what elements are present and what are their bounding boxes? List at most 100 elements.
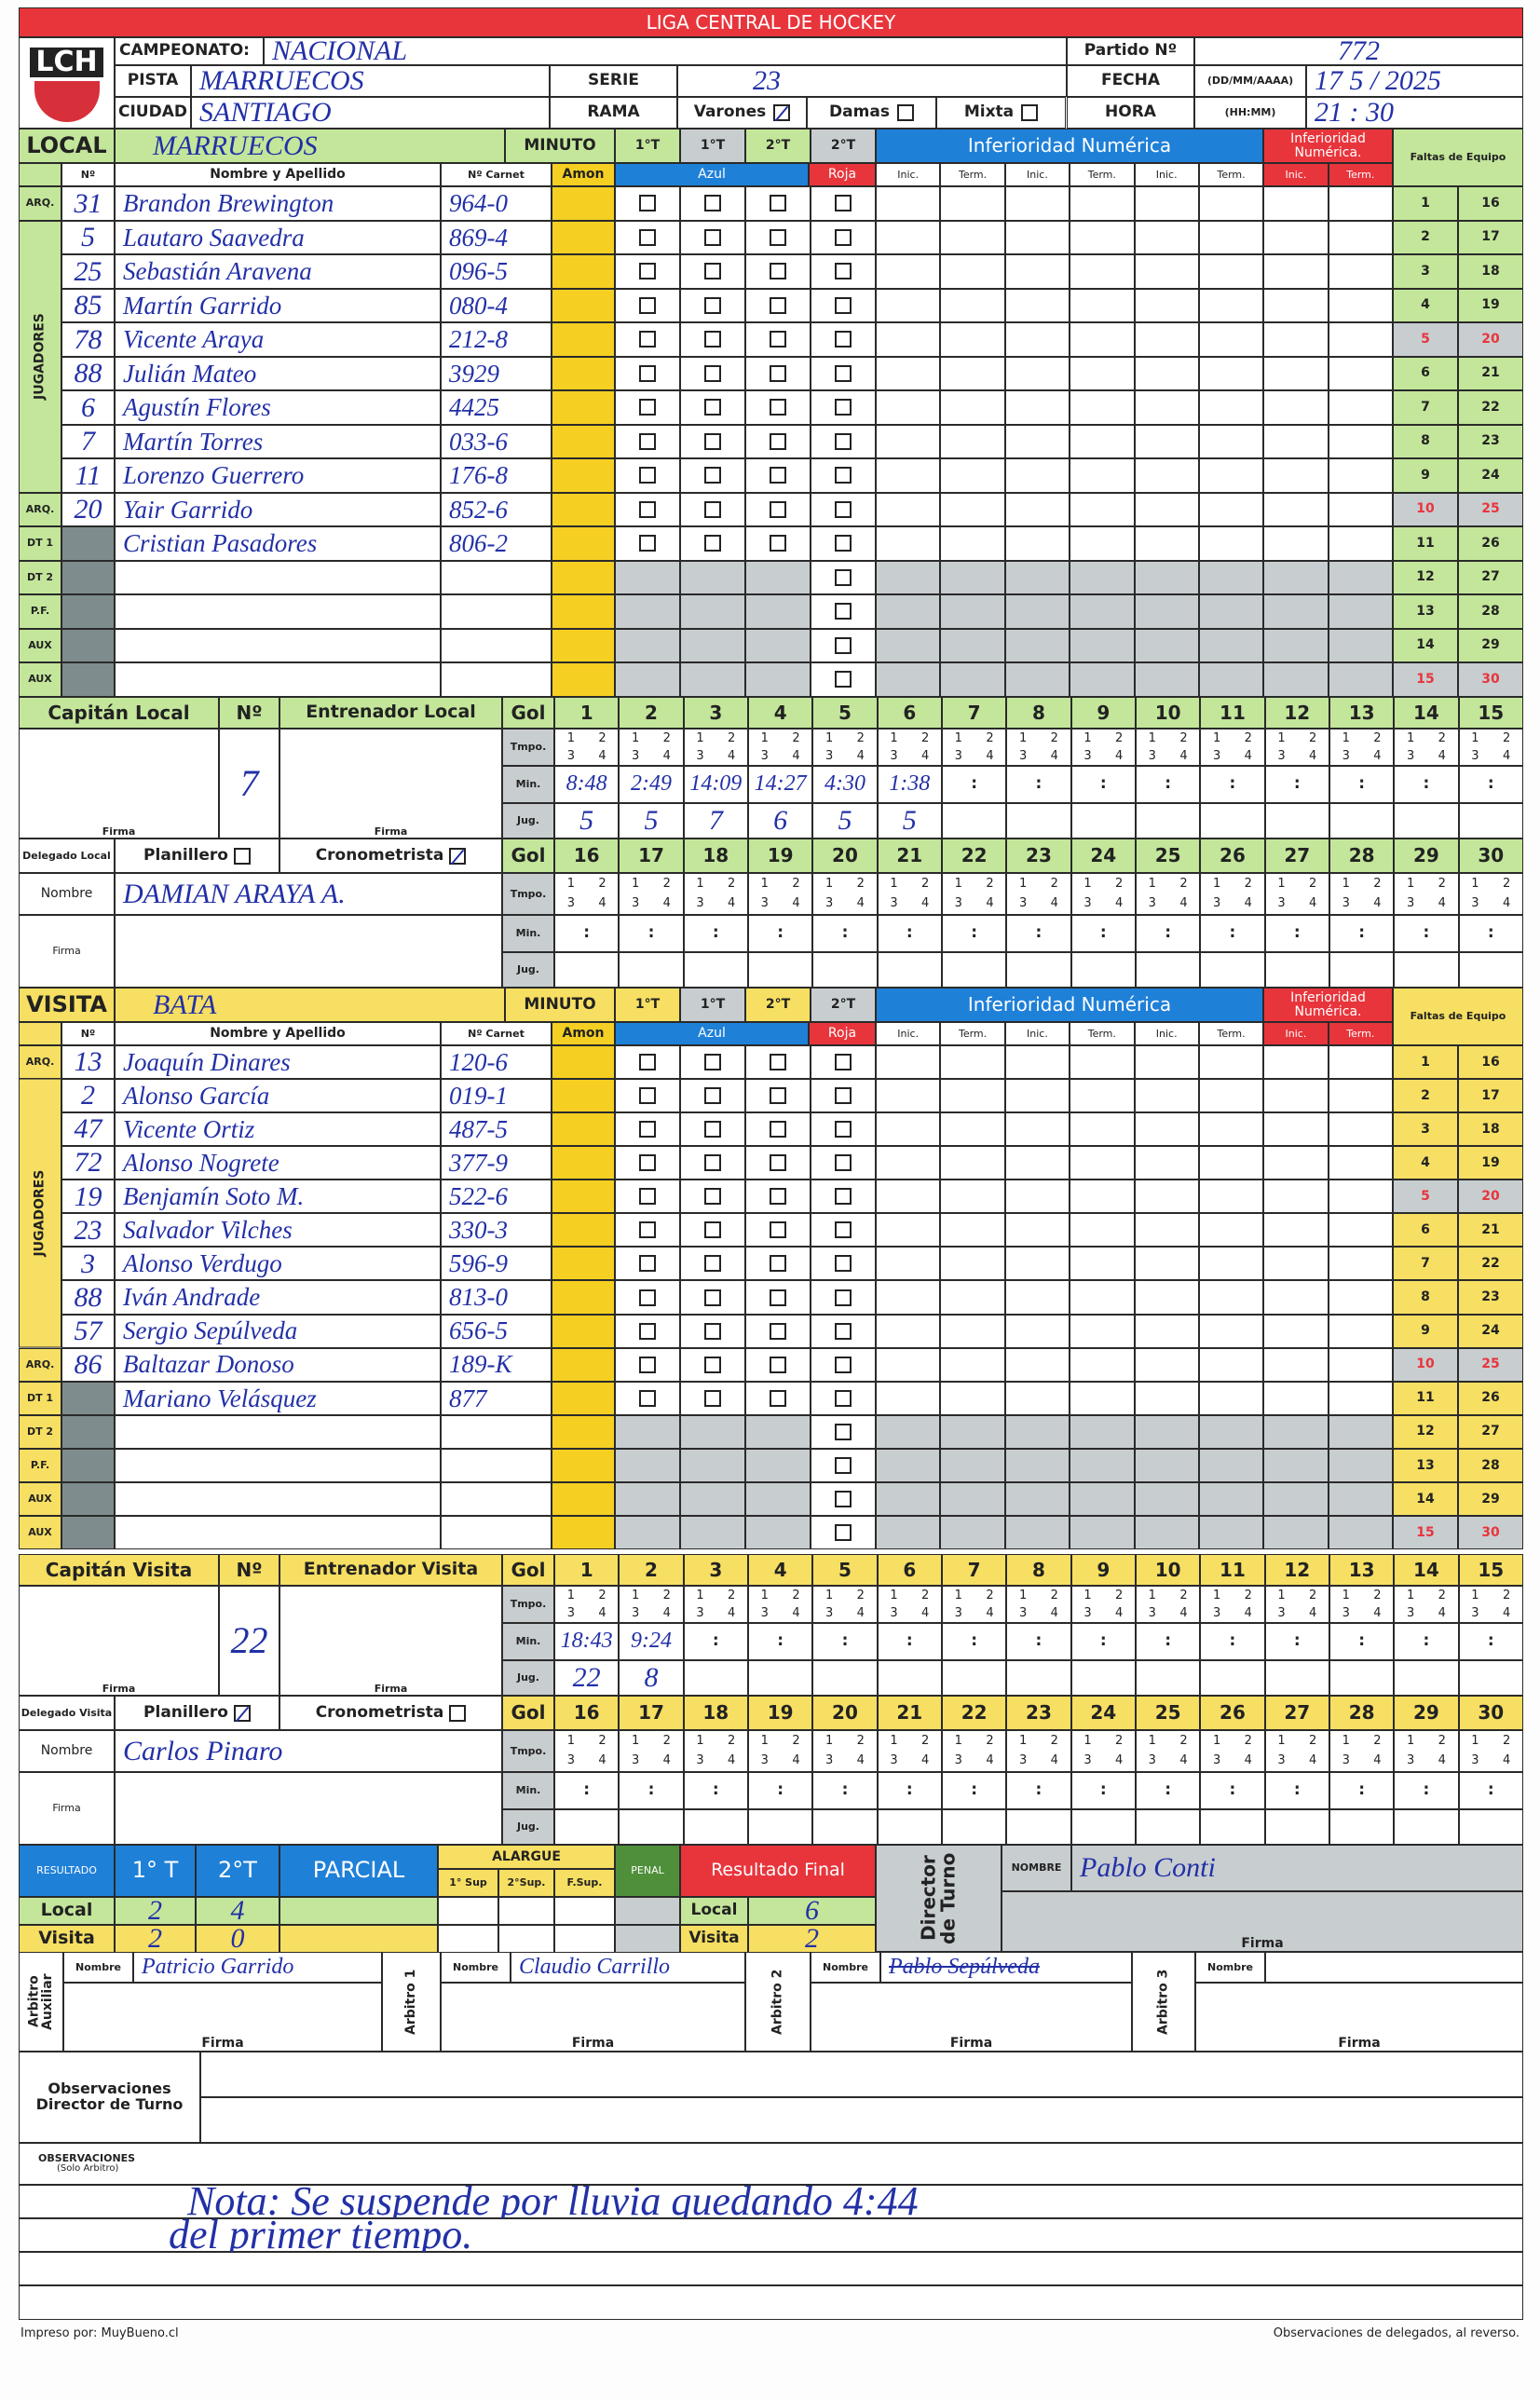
tmpo-cell[interactable]: 1 2 3 4 xyxy=(941,729,1007,766)
azul-checkbox[interactable] xyxy=(704,1389,721,1407)
amon-cell[interactable] xyxy=(552,594,615,629)
azul-checkbox[interactable] xyxy=(770,1356,786,1373)
inferioridad-cell[interactable] xyxy=(940,1448,1005,1482)
azul-checkbox[interactable] xyxy=(770,1087,786,1105)
local-parcial-score[interactable] xyxy=(279,1897,438,1925)
inferioridad-cell[interactable] xyxy=(1263,356,1329,390)
tmpo-cell[interactable]: 1 2 3 4 xyxy=(554,1586,620,1623)
inferioridad-cell[interactable] xyxy=(1263,1045,1329,1080)
roja-checkbox[interactable] xyxy=(835,1188,852,1206)
roja-checkbox[interactable] xyxy=(835,364,852,382)
local-fsup-score[interactable] xyxy=(554,1897,615,1925)
inferioridad-cell[interactable] xyxy=(1004,628,1070,662)
inferioridad-cell[interactable] xyxy=(1070,526,1135,561)
falta-cell[interactable]: 4 xyxy=(1393,1146,1458,1180)
tmpo-cell[interactable]: 1 2 3 4 xyxy=(1135,1586,1201,1623)
goal-player[interactable] xyxy=(1200,952,1265,988)
inferioridad-cell[interactable] xyxy=(940,1481,1005,1516)
inferioridad-cell[interactable] xyxy=(1198,560,1264,594)
falta-cell[interactable]: 3 xyxy=(1393,254,1458,289)
visita-t1-score[interactable]: 2 xyxy=(115,1925,196,1953)
player-name[interactable]: Vicente Ortiz xyxy=(115,1112,441,1147)
inferioridad-cell[interactable] xyxy=(876,1180,941,1214)
player-name[interactable]: Joaquín Dinares xyxy=(115,1045,441,1080)
local-team-name[interactable]: MARRUECOS xyxy=(115,129,505,163)
falta-cell[interactable]: 24 xyxy=(1458,1314,1523,1348)
player-number[interactable]: 88 xyxy=(61,1280,115,1315)
goal-player[interactable] xyxy=(1458,952,1523,988)
inferioridad-cell[interactable] xyxy=(1198,1180,1264,1214)
rama-checkbox[interactable] xyxy=(1021,104,1039,121)
falta-cell[interactable]: 16 xyxy=(1458,186,1523,221)
goal-player[interactable] xyxy=(1394,803,1459,839)
inferioridad-cell[interactable] xyxy=(1004,424,1070,458)
inferioridad-cell[interactable] xyxy=(876,560,941,594)
inferioridad-cell[interactable] xyxy=(1004,594,1070,629)
player-name[interactable] xyxy=(115,594,441,629)
tmpo-cell[interactable]: 1 2 3 4 xyxy=(1329,1586,1395,1623)
azul-checkbox[interactable] xyxy=(639,331,656,348)
falta-cell[interactable]: 17 xyxy=(1458,220,1523,254)
player-name[interactable]: Alonso Verdugo xyxy=(115,1247,441,1281)
player-carnet[interactable]: 596-9 xyxy=(441,1247,552,1281)
goal-minute[interactable]: : xyxy=(1264,766,1329,803)
goal-minute[interactable]: : xyxy=(1135,1772,1201,1809)
inferioridad-cell[interactable] xyxy=(1263,1079,1329,1113)
inferioridad-cell[interactable] xyxy=(940,1045,1005,1080)
player-name[interactable]: Vicente Araya xyxy=(115,322,441,357)
roja-checkbox[interactable] xyxy=(835,500,852,518)
falta-cell[interactable]: 4 xyxy=(1393,288,1458,322)
amon-cell[interactable] xyxy=(552,1280,615,1315)
inferioridad-cell[interactable] xyxy=(1263,1448,1329,1482)
goal-player[interactable] xyxy=(747,952,813,988)
player-name[interactable]: Mariano Velásquez xyxy=(115,1381,441,1415)
inferioridad-cell[interactable] xyxy=(940,1280,1005,1315)
inferioridad-cell[interactable] xyxy=(1070,628,1135,662)
inferioridad-cell[interactable] xyxy=(1070,390,1135,425)
azul-checkbox[interactable] xyxy=(704,228,721,246)
azul-checkbox[interactable] xyxy=(639,467,656,484)
player-carnet[interactable]: 377-9 xyxy=(441,1146,552,1180)
player-number[interactable]: 47 xyxy=(61,1112,115,1147)
falta-cell[interactable]: 28 xyxy=(1458,1448,1523,1482)
goal-player[interactable] xyxy=(619,952,684,988)
inferioridad-cell[interactable] xyxy=(1070,1180,1135,1214)
player-number[interactable] xyxy=(61,1515,115,1550)
goal-minute[interactable]: : xyxy=(1458,1623,1523,1660)
inferioridad-cell[interactable] xyxy=(1263,458,1329,493)
inferioridad-cell[interactable] xyxy=(1263,628,1329,662)
fecha-value[interactable]: 17 5 / 2025 xyxy=(1306,65,1523,97)
inferioridad-cell[interactable] xyxy=(1328,288,1393,322)
player-carnet[interactable]: 033-6 xyxy=(441,424,552,458)
inferioridad-cell[interactable] xyxy=(940,1112,1005,1147)
roja-checkbox[interactable] xyxy=(835,1255,852,1273)
player-number[interactable]: 86 xyxy=(61,1347,115,1382)
goal-player[interactable] xyxy=(941,1809,1007,1845)
player-carnet[interactable]: 806-2 xyxy=(441,526,552,561)
player-carnet[interactable]: 487-5 xyxy=(441,1112,552,1147)
player-carnet[interactable]: 869-4 xyxy=(441,220,552,254)
inferioridad-cell[interactable] xyxy=(1328,1448,1393,1482)
azul-checkbox[interactable] xyxy=(639,228,656,246)
falta-cell[interactable]: 8 xyxy=(1393,424,1458,458)
referee-firma[interactable]: Firma xyxy=(1195,1983,1523,2052)
goal-player[interactable] xyxy=(747,1809,813,1845)
azul-checkbox[interactable] xyxy=(639,1322,656,1340)
goal-player[interactable] xyxy=(1394,1809,1459,1845)
roja-checkbox[interactable] xyxy=(835,1524,852,1541)
tmpo-cell[interactable]: 1 2 3 4 xyxy=(877,1586,942,1623)
inferioridad-cell[interactable] xyxy=(1070,1414,1135,1449)
inferioridad-cell[interactable] xyxy=(940,1515,1005,1550)
inferioridad-cell[interactable] xyxy=(940,492,1005,526)
inferioridad-cell[interactable] xyxy=(1198,220,1264,254)
inferioridad-cell[interactable] xyxy=(1070,322,1135,357)
inferioridad-cell[interactable] xyxy=(1004,1347,1070,1382)
observaciones-line-3[interactable] xyxy=(19,2252,1523,2285)
tmpo-cell[interactable]: 1 2 3 4 xyxy=(619,729,684,766)
goal-player[interactable] xyxy=(1264,1660,1329,1696)
roja-checkbox[interactable] xyxy=(835,399,852,416)
inferioridad-cell[interactable] xyxy=(1070,1247,1135,1281)
player-carnet[interactable] xyxy=(441,662,552,697)
player-carnet[interactable]: 964-0 xyxy=(441,186,552,221)
inferioridad-cell[interactable] xyxy=(1070,220,1135,254)
